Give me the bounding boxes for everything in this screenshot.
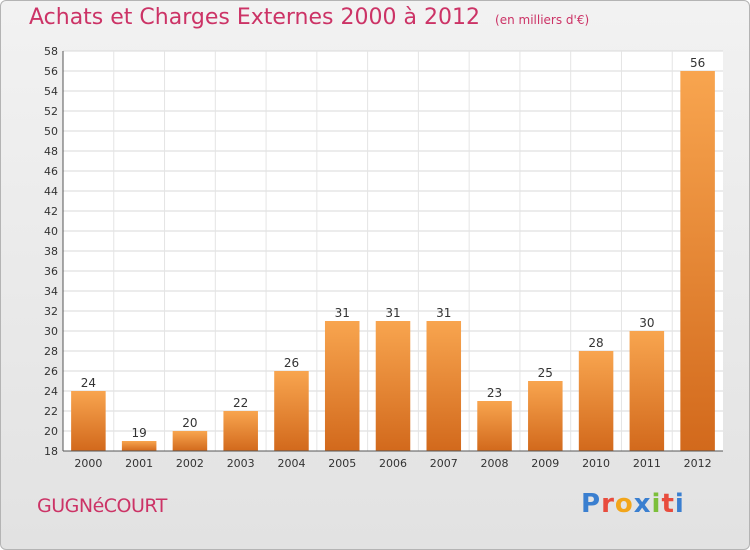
y-tick-label: 20	[44, 425, 58, 438]
y-tick-label: 58	[44, 45, 58, 58]
bar-value-label: 20	[182, 416, 197, 430]
bar	[223, 411, 258, 451]
brand-letter: P	[581, 489, 602, 519]
bar	[121, 441, 157, 451]
x-tick-label: 2002	[176, 457, 204, 470]
bar	[680, 71, 715, 451]
bar-value-label: 24	[81, 376, 96, 390]
brand-letter: x	[633, 489, 652, 519]
commune-name: GUGNéCOURT	[37, 495, 167, 517]
bar-value-label: 31	[385, 306, 400, 320]
x-tick-label: 2007	[430, 457, 458, 470]
bar-value-label: 30	[639, 316, 654, 330]
y-tick-label: 18	[44, 445, 58, 458]
brand-letter: i	[651, 489, 662, 519]
bar-value-label: 25	[538, 366, 553, 380]
y-tick-label: 30	[44, 325, 58, 338]
bar-value-label: 28	[588, 336, 603, 350]
bar-value-label: 23	[487, 386, 502, 400]
chart-title-text: Achats et Charges Externes 2000 à 2012	[29, 5, 480, 30]
y-tick-label: 52	[44, 105, 58, 118]
bar-value-label: 26	[284, 356, 299, 370]
y-tick-label: 36	[44, 265, 58, 278]
bar-value-label: 31	[436, 306, 451, 320]
chart-unit-text: (en milliers d'€)	[495, 13, 590, 27]
x-tick-label: 2000	[74, 457, 102, 470]
y-tick-label: 46	[44, 165, 58, 178]
bar	[324, 321, 360, 451]
bar	[426, 321, 462, 451]
y-tick-label: 48	[44, 145, 58, 158]
bar	[629, 331, 665, 451]
y-tick-label: 26	[44, 365, 58, 378]
bar	[477, 401, 512, 451]
x-tick-label: 2005	[328, 457, 356, 470]
x-tick-label: 2008	[481, 457, 509, 470]
y-tick-label: 24	[44, 385, 58, 398]
y-tick-label: 40	[44, 225, 58, 238]
x-tick-label: 2006	[379, 457, 407, 470]
brand-letter: o	[614, 489, 634, 519]
y-tick-label: 56	[44, 65, 58, 78]
y-tick-label: 42	[44, 205, 58, 218]
bar-value-label: 22	[233, 396, 248, 410]
chart-title: Achats et Charges Externes 2000 à 2012 (…	[29, 5, 589, 30]
bar-value-label: 31	[335, 306, 350, 320]
brand-letter: t	[661, 489, 675, 519]
x-tick-label: 2012	[684, 457, 712, 470]
x-tick-label: 2001	[125, 457, 153, 470]
bar-value-label: 19	[132, 426, 147, 440]
proxiti-logo: Proxiti	[581, 489, 685, 519]
brand-letter: i	[674, 489, 685, 519]
y-tick-label: 28	[44, 345, 58, 358]
brand-letter: r	[601, 489, 615, 519]
y-tick-label: 22	[44, 405, 58, 418]
y-tick-label: 34	[44, 285, 58, 298]
y-tick-label: 38	[44, 245, 58, 258]
bar	[578, 351, 614, 451]
y-tick-label: 32	[44, 305, 58, 318]
y-tick-label: 54	[44, 85, 58, 98]
x-tick-label: 2011	[633, 457, 661, 470]
bar	[375, 321, 411, 451]
x-tick-label: 2009	[531, 457, 559, 470]
x-tick-label: 2003	[227, 457, 255, 470]
bar	[274, 371, 309, 451]
bar	[172, 431, 208, 451]
x-tick-label: 2010	[582, 457, 610, 470]
bar	[528, 381, 563, 451]
y-tick-label: 44	[44, 185, 58, 198]
bar-value-label: 56	[690, 56, 705, 70]
bar	[71, 391, 106, 451]
x-tick-label: 2004	[277, 457, 305, 470]
y-tick-label: 50	[44, 125, 58, 138]
